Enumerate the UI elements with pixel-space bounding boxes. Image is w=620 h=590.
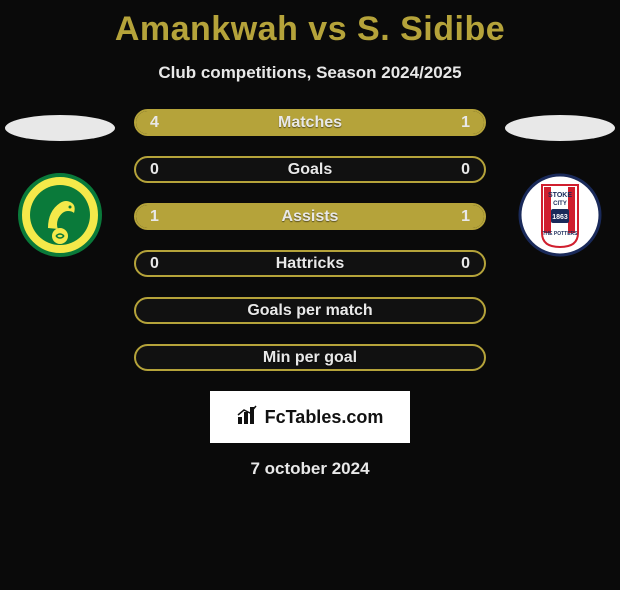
club-badge-left bbox=[18, 173, 102, 257]
right-player-col: STOKE CITY 1863 THE POTTERS bbox=[500, 109, 620, 257]
stat-label: Goals per match bbox=[247, 302, 372, 320]
stat-row: 4 1 Matches bbox=[134, 109, 486, 136]
svg-text:STOKE: STOKE bbox=[548, 192, 572, 199]
stat-row: 0 0 Hattricks bbox=[134, 250, 486, 277]
left-player-col bbox=[0, 109, 120, 257]
stat-value-right: 1 bbox=[461, 208, 470, 226]
svg-text:1863: 1863 bbox=[552, 214, 568, 221]
stat-fill-left bbox=[136, 111, 414, 134]
stat-value-left: 1 bbox=[150, 208, 159, 226]
brand-text: FcTables.com bbox=[265, 407, 384, 428]
date-text: 7 october 2024 bbox=[0, 459, 620, 479]
stat-value-right: 0 bbox=[461, 161, 470, 179]
stat-label: Matches bbox=[278, 114, 342, 132]
stat-label: Min per goal bbox=[263, 349, 357, 367]
page-title: Amankwah vs S. Sidibe bbox=[0, 10, 620, 49]
stat-value-left: 0 bbox=[150, 161, 159, 179]
comparison-area: STOKE CITY 1863 THE POTTERS 4 1 Matches 0 0 G… bbox=[0, 109, 620, 371]
stat-label: Assists bbox=[282, 208, 339, 226]
svg-text:CITY: CITY bbox=[553, 201, 567, 207]
player-photo-placeholder-left bbox=[5, 115, 115, 141]
stat-label: Goals bbox=[288, 161, 332, 179]
stat-value-left: 4 bbox=[150, 114, 159, 132]
norwich-badge-icon bbox=[18, 173, 102, 257]
stat-row: 1 1 Assists bbox=[134, 203, 486, 230]
stat-row: Min per goal bbox=[134, 344, 486, 371]
subtitle: Club competitions, Season 2024/2025 bbox=[0, 63, 620, 83]
stat-row: 0 0 Goals bbox=[134, 156, 486, 183]
player-photo-placeholder-right bbox=[505, 115, 615, 141]
stat-fill-right bbox=[414, 111, 484, 134]
stoke-badge-icon: STOKE CITY 1863 THE POTTERS bbox=[518, 173, 602, 257]
chart-icon bbox=[237, 405, 259, 430]
stat-rows: 4 1 Matches 0 0 Goals 1 1 Assists 0 0 Hattricks Goal… bbox=[134, 109, 486, 371]
club-badge-right: STOKE CITY 1863 THE POTTERS bbox=[518, 173, 602, 257]
stat-label: Hattricks bbox=[276, 255, 344, 273]
svg-text:THE POTTERS: THE POTTERS bbox=[542, 231, 578, 237]
stat-row: Goals per match bbox=[134, 297, 486, 324]
stat-value-right: 0 bbox=[461, 255, 470, 273]
brand-box: FcTables.com bbox=[210, 391, 410, 443]
stat-value-right: 1 bbox=[461, 114, 470, 132]
stat-value-left: 0 bbox=[150, 255, 159, 273]
